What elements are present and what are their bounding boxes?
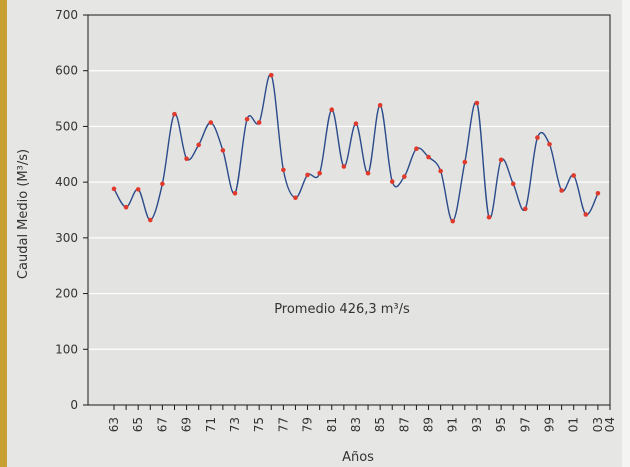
right-page-edge [622, 0, 630, 467]
data-point [305, 172, 310, 178]
data-point [559, 188, 564, 193]
y-tick-label: 500 [55, 119, 78, 133]
y-tick-label: 700 [55, 8, 78, 22]
data-point [462, 159, 468, 165]
data-point [486, 214, 492, 220]
average-annotation: Promedio 426,3 m³/s [274, 302, 410, 317]
data-point [571, 173, 577, 178]
data-point [583, 212, 589, 217]
data-point [268, 72, 274, 78]
data-point [147, 217, 153, 223]
data-points [111, 72, 601, 224]
data-point [172, 111, 177, 117]
y-tick-label: 200 [55, 287, 78, 301]
data-point [547, 141, 552, 147]
x-tick-label: 97 [518, 417, 532, 432]
x-axis-title: Años [342, 450, 374, 465]
data-point [281, 167, 286, 173]
x-tick-label: 99 [543, 417, 557, 432]
x-tick-label: 81 [325, 417, 339, 432]
x-tick-label: 91 [446, 417, 460, 432]
data-point [438, 168, 443, 174]
x-tick-label: 85 [373, 417, 387, 432]
data-point [123, 204, 129, 210]
x-tick-label: 77 [276, 417, 290, 432]
x-tick-label: 04 [603, 417, 617, 432]
y-tick-label: 400 [55, 175, 78, 189]
x-tick-label: 93 [470, 417, 484, 432]
x-tick-label: 01 [567, 417, 581, 432]
data-point [341, 164, 347, 169]
plot-area [87, 14, 611, 406]
data-point [196, 142, 201, 148]
data-point [160, 181, 165, 187]
data-point [426, 154, 431, 160]
data-point [450, 218, 456, 224]
y-tick-label: 600 [55, 64, 78, 78]
x-axis-ticks: 63 65 67 69 71 73 75 77 79 81 83 85 87 89 91 93 95 97 99 01… [107, 405, 617, 432]
x-tick-label: 95 [494, 417, 508, 432]
x-tick-label: 79 [301, 417, 315, 432]
data-point [474, 100, 480, 106]
y-tick-label: 300 [55, 231, 78, 245]
grid-lines [88, 15, 610, 405]
data-point [220, 148, 226, 153]
x-tick-label: 69 [180, 417, 194, 432]
x-tick-label: 65 [131, 417, 145, 432]
data-point [353, 121, 359, 126]
y-axis-title: Caudal Medio (M³/s) [16, 149, 31, 279]
y-axis-ticks: 0 100 200 300 400 500 600 700 [55, 8, 88, 412]
data-point [402, 174, 407, 179]
x-tick-label: 63 [107, 417, 121, 432]
data-point [498, 157, 504, 163]
x-tick-label: 73 [228, 417, 242, 432]
data-point [329, 107, 335, 113]
data-point [595, 190, 601, 196]
data-point [256, 120, 262, 125]
data-point [535, 135, 540, 140]
data-point [389, 179, 395, 184]
y-tick-label: 100 [55, 342, 78, 356]
x-tick-label: 83 [349, 417, 363, 432]
x-tick-label: 71 [204, 417, 218, 432]
data-point [293, 195, 298, 201]
data-point [184, 156, 189, 162]
data-point [510, 181, 516, 187]
data-point [317, 170, 322, 176]
data-point [523, 206, 528, 212]
data-point [244, 116, 250, 122]
y-tick-label: 0 [70, 398, 78, 412]
data-point [135, 187, 141, 192]
data-point [111, 186, 117, 192]
x-tick-label: 03 [591, 417, 605, 432]
data-point [232, 190, 238, 196]
x-tick-label: 89 [422, 417, 436, 432]
left-accent-strip [0, 0, 7, 467]
data-point [377, 102, 383, 108]
x-tick-label: 67 [155, 417, 169, 432]
x-tick-label: 87 [397, 417, 411, 432]
x-tick-label: 75 [252, 417, 266, 432]
data-point [365, 170, 371, 176]
data-point [414, 146, 419, 152]
plot-background [88, 15, 610, 405]
data-point [208, 120, 214, 125]
